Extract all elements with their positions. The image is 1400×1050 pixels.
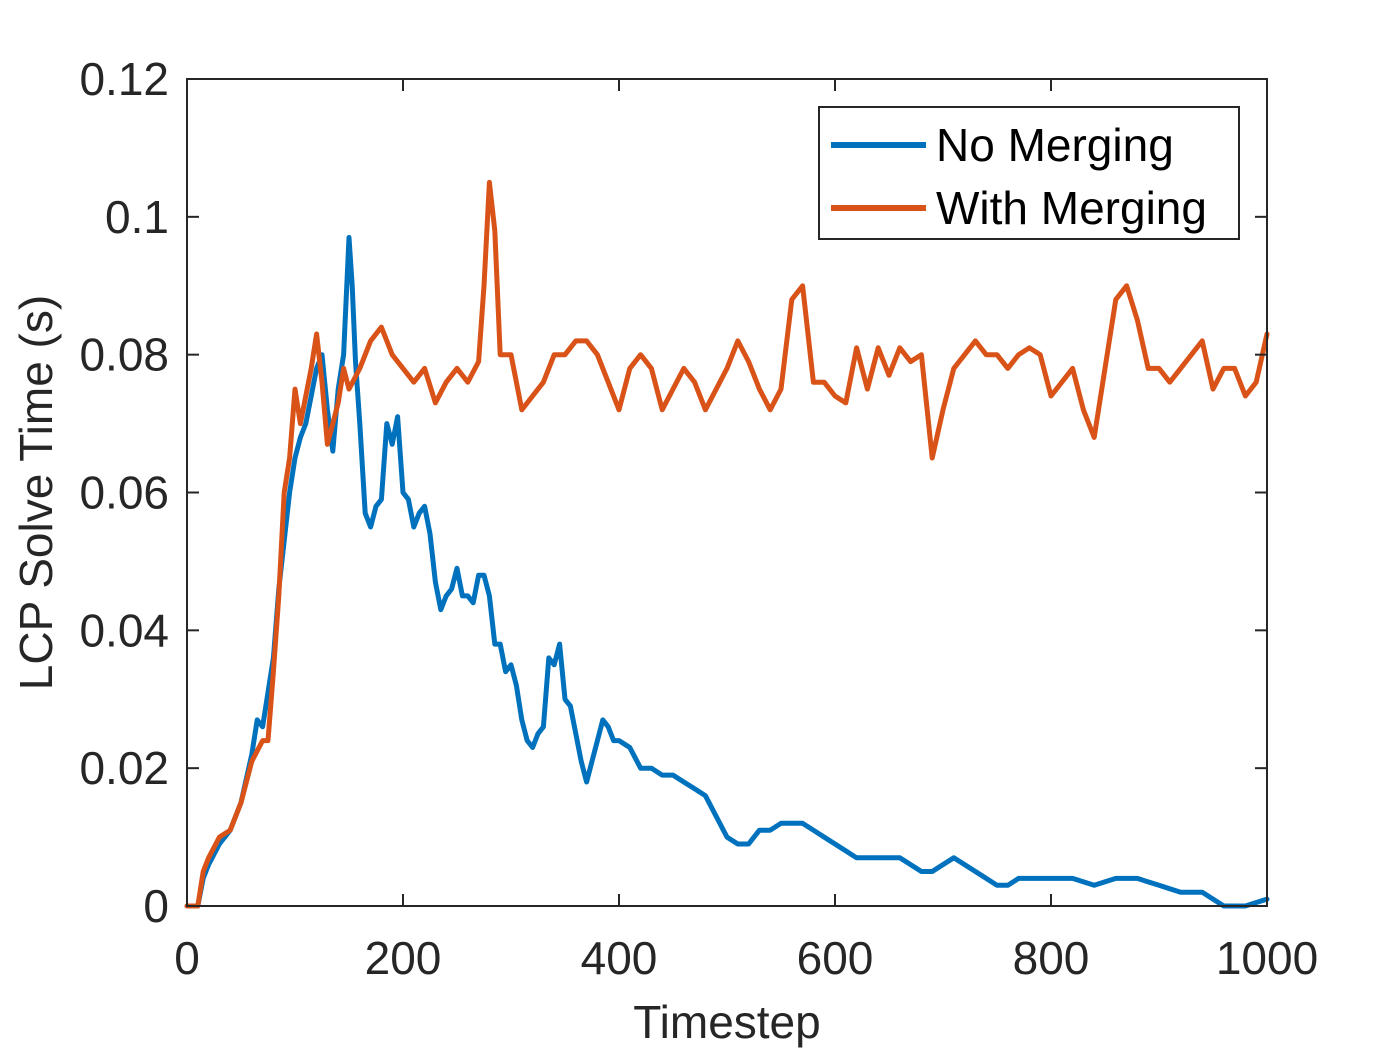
y-tick-label: 0.04 [79,604,169,656]
y-tick-label: 0.08 [79,329,169,381]
x-tick-label: 600 [797,932,874,984]
legend-label-with-merging: With Merging [936,182,1207,234]
y-tick-label: 0 [143,880,169,932]
x-tick-label: 400 [581,932,658,984]
y-tick-label: 0.12 [79,53,169,105]
y-tick-label: 0.06 [79,467,169,519]
x-tick-label: 800 [1013,932,1090,984]
x-tick-label: 0 [174,932,200,984]
x-tick-label: 1000 [1216,932,1318,984]
y-axis-label: LCP Solve Time (s) [10,295,62,690]
ticks-layer: 0 200 400 600 800 1000 0 0.02 0.04 0.06 0.08 0.1 0.1… [79,53,1318,984]
y-tick-label: 0.1 [105,191,169,243]
x-tick-label: 200 [365,932,442,984]
series-line-with-merging [184,179,1270,909]
legend: No Merging With Merging [818,106,1240,240]
x-axis-label: Timestep [633,996,820,1048]
legend-box [818,106,1240,240]
y-tick-label: 0.02 [79,742,169,794]
series-layer [184,179,1270,909]
legend-label-no-merging: No Merging [936,119,1174,171]
series-line-no-merging [184,235,1270,909]
